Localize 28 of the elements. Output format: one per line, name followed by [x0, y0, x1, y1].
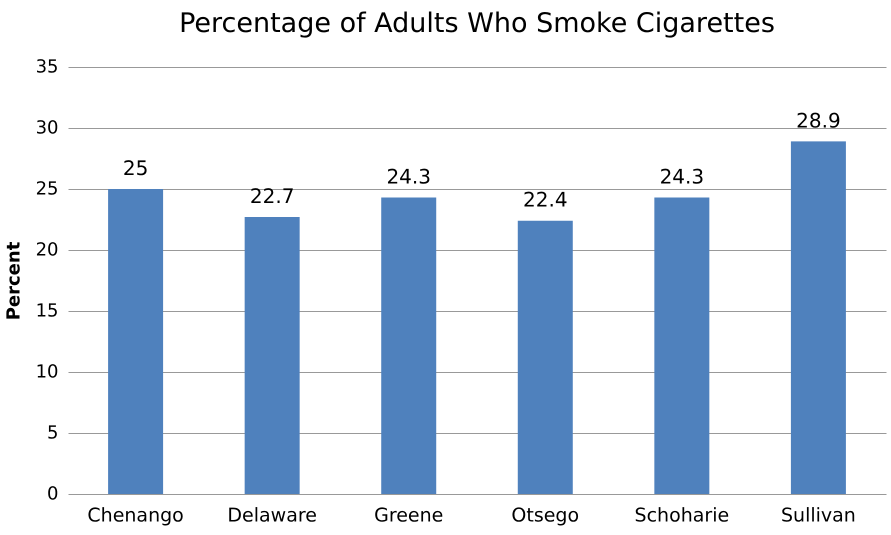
x-tick-label: Schoharie [634, 504, 730, 526]
data-label: 24.3 [660, 164, 704, 189]
data-label: 24.3 [386, 164, 431, 189]
chart-title: Percentage of Adults Who Smoke Cigarettes [179, 8, 775, 39]
data-label: 28.9 [796, 108, 841, 132]
x-tick-label: Otsego [511, 504, 580, 526]
x-tick-label: Chenango [87, 504, 184, 526]
bar [790, 141, 846, 494]
y-tick-label: 15 [36, 300, 58, 322]
bar [654, 198, 710, 494]
y-tick-label: 25 [36, 178, 58, 200]
x-tick-label: Delaware [227, 504, 317, 526]
bar [108, 189, 164, 494]
y-tick-label: 10 [36, 362, 58, 382]
data-label: 22.4 [523, 188, 568, 212]
y-tick-label: 20 [36, 240, 58, 260]
bar [381, 198, 436, 494]
x-tick-label: Greene [374, 504, 444, 526]
bar [244, 217, 300, 494]
x-tick-label: Sullivan [780, 504, 856, 526]
y-axis-title: Percent [4, 241, 25, 320]
y-tick-label: 0 [47, 484, 58, 504]
data-label: 25 [122, 156, 148, 180]
y-tick-label: 30 [36, 118, 58, 138]
bar [518, 220, 573, 494]
y-tick-label: 5 [47, 422, 58, 444]
y-tick-label: 35 [36, 56, 58, 78]
data-label: 22.7 [250, 184, 294, 208]
